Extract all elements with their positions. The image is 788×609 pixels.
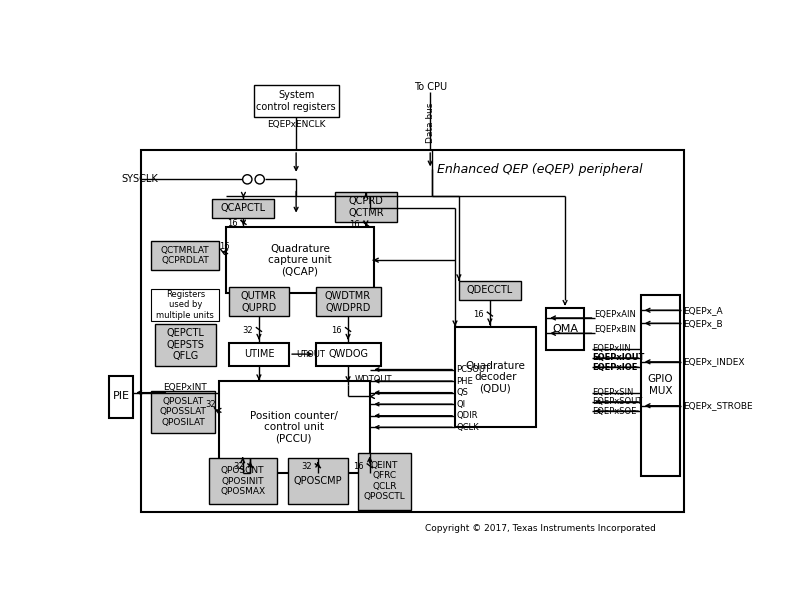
Text: EQEPxENCLK: EQEPxENCLK	[267, 120, 325, 129]
Text: Data bus: Data bus	[426, 103, 435, 143]
Text: QI: QI	[456, 400, 466, 409]
Text: QUTMR
QUPRD: QUTMR QUPRD	[241, 291, 277, 312]
Text: PIE: PIE	[113, 392, 129, 401]
Bar	[641, 295, 680, 476]
Text: QCTMRLAT
QCPRDLAT: QCTMRLAT QCPRDLAT	[161, 246, 210, 266]
Bar	[288, 458, 348, 504]
Text: 16: 16	[219, 242, 229, 251]
Text: QPOSCNT
QPOSINIT
QPOSMAX: QPOSCNT QPOSINIT QPOSMAX	[220, 466, 266, 496]
Bar	[315, 287, 381, 317]
Bar	[335, 192, 397, 222]
Text: EQEPxSOUT: EQEPxSOUT	[592, 397, 642, 406]
Bar	[254, 85, 339, 117]
Text: EQEPxBIN: EQEPxBIN	[594, 325, 637, 334]
Text: 16: 16	[473, 309, 484, 319]
Text: 32: 32	[233, 462, 244, 471]
Text: System
control registers: System control registers	[256, 90, 336, 111]
Text: QPOSCMP: QPOSCMP	[293, 476, 342, 486]
Text: EQEPxINT: EQEPxINT	[163, 382, 207, 392]
Bar	[209, 458, 277, 504]
Bar	[315, 343, 381, 365]
Text: QWDOG: QWDOG	[328, 349, 368, 359]
Text: Copyright © 2017, Texas Instruments Incorporated: Copyright © 2017, Texas Instruments Inco…	[425, 524, 656, 533]
Text: Registers
used by
multiple units: Registers used by multiple units	[156, 290, 214, 320]
Bar	[229, 343, 289, 365]
Text: EQEPxAIN: EQEPxAIN	[594, 309, 637, 319]
Bar	[229, 287, 289, 317]
Text: QS: QS	[456, 388, 468, 397]
Text: 16: 16	[349, 220, 359, 229]
Text: PHE: PHE	[456, 376, 474, 385]
Bar	[226, 227, 374, 292]
Text: QDIR: QDIR	[456, 411, 478, 420]
Text: SYSCLK: SYSCLK	[122, 174, 158, 185]
Text: UTOUT: UTOUT	[296, 350, 325, 359]
Text: 32: 32	[301, 462, 311, 471]
Text: EQEPxIOE: EQEPxIOE	[592, 363, 637, 371]
Bar	[459, 281, 521, 300]
Text: 32: 32	[206, 400, 216, 409]
Text: QCPRD
QCTMR: QCPRD QCTMR	[348, 196, 384, 218]
Text: EQEPx_STROBE: EQEPx_STROBE	[684, 401, 753, 410]
Text: UTIME: UTIME	[243, 349, 274, 359]
Bar	[546, 308, 584, 350]
Text: 16: 16	[227, 219, 237, 228]
Text: QCLK: QCLK	[456, 423, 479, 432]
Bar	[455, 327, 537, 428]
Text: EQEPx_A: EQEPx_A	[684, 306, 723, 315]
Text: EQEPxSIN: EQEPxSIN	[592, 388, 634, 397]
Text: QWDTMR
QWDPRD: QWDTMR QWDPRD	[325, 291, 371, 312]
Bar	[218, 381, 370, 473]
Text: Quadrature
decoder
(QDU): Quadrature decoder (QDU)	[466, 361, 526, 394]
Text: EQEPx_B: EQEPx_B	[684, 319, 723, 328]
Text: 32: 32	[242, 326, 253, 335]
Text: EQEPxIIN: EQEPxIIN	[592, 344, 631, 353]
Text: QDECCTL: QDECCTL	[466, 285, 513, 295]
Text: QMA: QMA	[552, 325, 578, 334]
Text: WDTOUT: WDTOUT	[355, 375, 392, 384]
Text: EQEPxIOUT: EQEPxIOUT	[592, 353, 645, 362]
Text: QEINT
QFRC
QCLR
QPOSCTL: QEINT QFRC QCLR QPOSCTL	[363, 461, 405, 501]
Text: EQEPxSOE: EQEPxSOE	[592, 407, 637, 415]
Bar	[151, 289, 219, 321]
Text: Enhanced QEP (eQEP) peripheral: Enhanced QEP (eQEP) peripheral	[437, 163, 643, 176]
Text: QEPCTL
QEPSTS
QFLG: QEPCTL QEPSTS QFLG	[166, 328, 204, 362]
Bar	[358, 452, 411, 510]
Bar	[151, 241, 219, 270]
Bar	[213, 199, 274, 218]
Text: QCAPCTL: QCAPCTL	[221, 203, 266, 213]
Text: 16: 16	[331, 326, 342, 335]
Text: Quadrature
capture unit
(QCAP): Quadrature capture unit (QCAP)	[268, 244, 332, 276]
Bar	[151, 391, 215, 434]
Text: EQEPx_INDEX: EQEPx_INDEX	[684, 357, 745, 367]
Text: QPOSLAT
QPOSSLAT
QPOSILAT: QPOSLAT QPOSSLAT QPOSILAT	[159, 397, 206, 427]
Text: PCSOUT: PCSOUT	[456, 365, 491, 374]
Bar	[109, 376, 133, 418]
Text: Position counter/
control unit
(PCCU): Position counter/ control unit (PCCU)	[250, 410, 338, 444]
Text: 16: 16	[353, 462, 363, 471]
Text: To CPU: To CPU	[414, 82, 447, 92]
Bar	[155, 324, 216, 367]
Bar	[141, 150, 684, 512]
Text: GPIO
MUX: GPIO MUX	[648, 374, 673, 396]
